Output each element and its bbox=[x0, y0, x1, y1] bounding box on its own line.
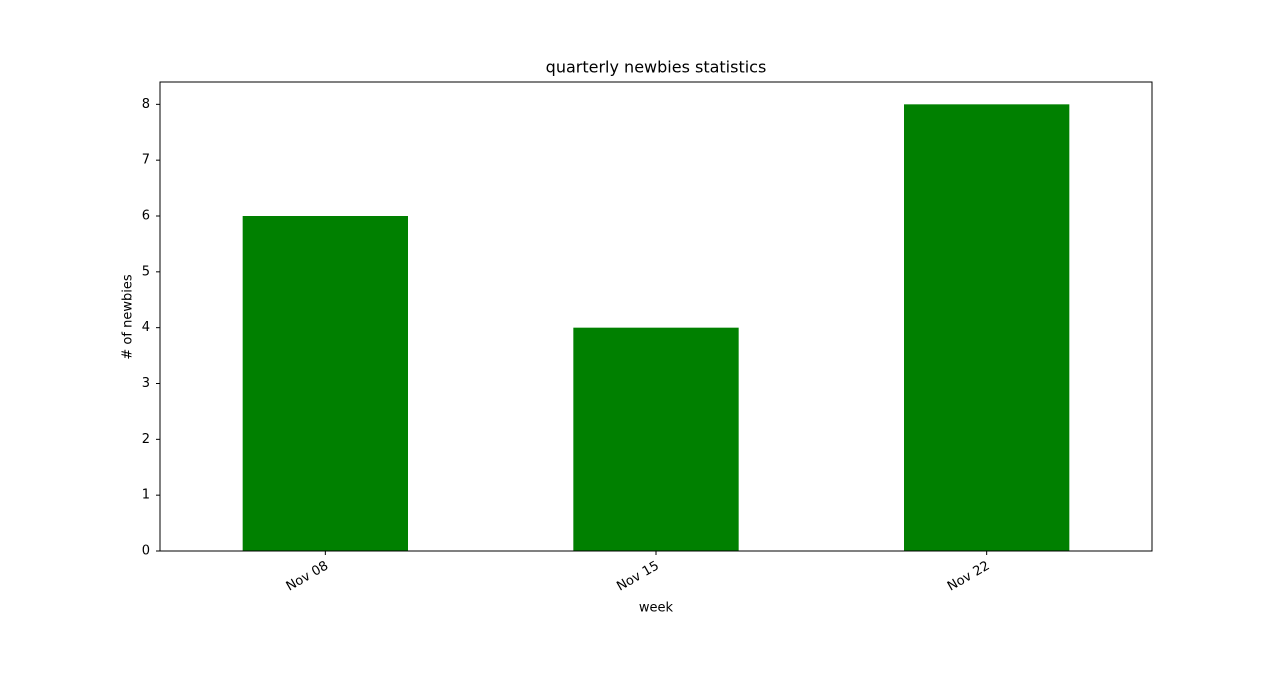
y-tick-label: 0 bbox=[142, 544, 150, 559]
y-tick-label: 5 bbox=[142, 264, 150, 279]
x-tick-label: Nov 22 bbox=[945, 559, 992, 595]
bar bbox=[573, 327, 739, 551]
x-tick-label: Nov 08 bbox=[284, 559, 331, 595]
plot-frame bbox=[159, 81, 1153, 552]
y-tick-label: 8 bbox=[142, 97, 150, 112]
bar bbox=[242, 216, 408, 551]
y-tick-label: 4 bbox=[142, 320, 150, 335]
y-axis-label: # of newbies bbox=[121, 274, 136, 359]
y-tick-label: 7 bbox=[142, 153, 150, 168]
bar bbox=[904, 104, 1070, 551]
chart-title: quarterly newbies statistics bbox=[546, 58, 767, 77]
x-axis-label: week bbox=[639, 601, 674, 616]
y-tick-label: 1 bbox=[142, 488, 150, 503]
y-tick-label: 6 bbox=[142, 209, 150, 224]
y-tick-label: 3 bbox=[142, 376, 150, 391]
x-tick-label: Nov 15 bbox=[614, 559, 661, 595]
y-tick-label: 2 bbox=[142, 432, 150, 447]
